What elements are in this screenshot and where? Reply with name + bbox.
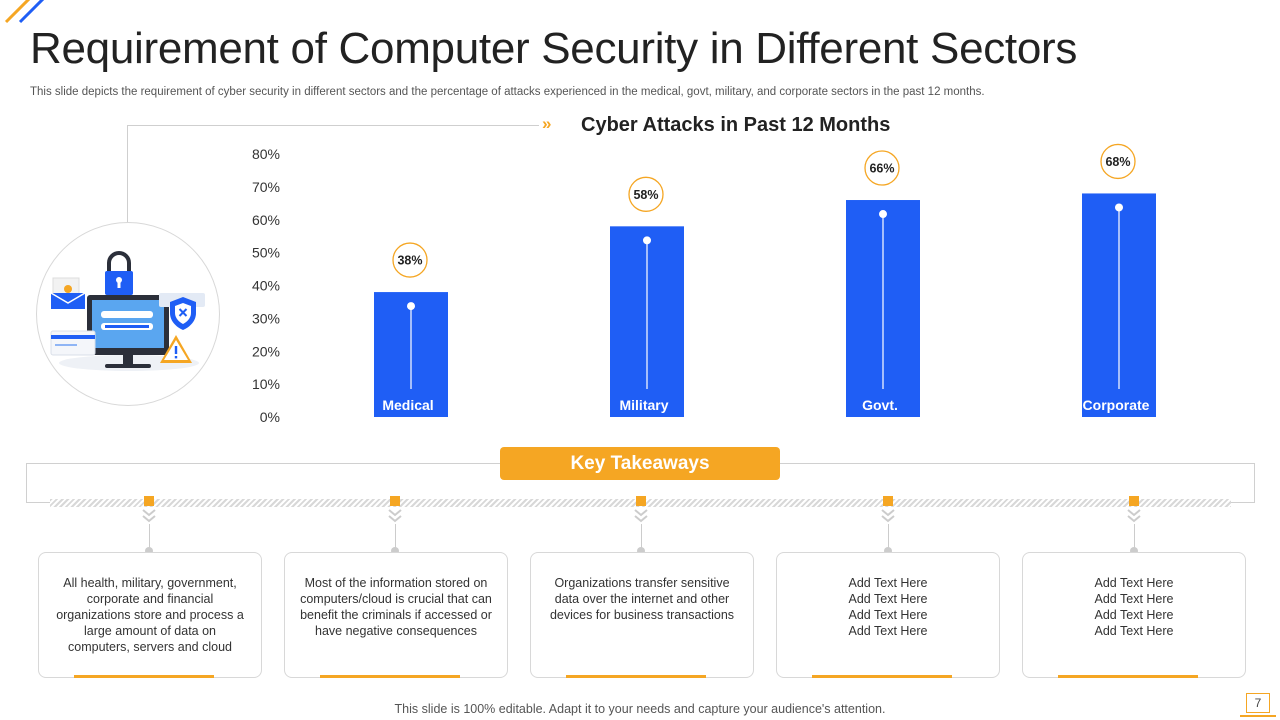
takeaway-dot	[391, 547, 399, 555]
takeaway-node	[390, 496, 400, 506]
data-label-bubble	[392, 242, 428, 278]
category-label: Medical	[382, 397, 433, 413]
takeaway-connector	[395, 524, 396, 548]
data-label: 68%	[1105, 155, 1130, 169]
takeaway-connector	[149, 524, 150, 548]
takeaway-card-accent	[1058, 675, 1198, 678]
bar-indicator-dot	[1115, 203, 1123, 212]
takeaway-card: Organizations transfer sensitive data ov…	[530, 552, 754, 678]
y-tick-label: 20%	[252, 343, 280, 359]
data-label: 58%	[633, 188, 658, 202]
connector-line-vertical	[127, 125, 128, 223]
takeaway-card-accent	[812, 675, 952, 678]
takeaway-card: Most of the information stored on comput…	[284, 552, 508, 678]
email-icon	[50, 277, 86, 309]
shield-x-icon	[170, 297, 196, 330]
page-title: Requirement of Computer Security in Diff…	[30, 24, 1078, 73]
takeaway-node	[636, 496, 646, 506]
y-tick-label: 50%	[252, 245, 280, 261]
chevron-down-icon	[1127, 509, 1141, 523]
chevron-down-icon	[634, 509, 648, 523]
category-label: Govt.	[862, 397, 898, 413]
takeaway-dot	[145, 547, 153, 555]
takeaway-card: Add Text Here Add Text Here Add Text Her…	[1022, 552, 1246, 678]
bar-indicator-dot	[407, 302, 415, 311]
takeaway-card-accent	[74, 675, 214, 678]
bar-chart: 0% 10% 20% 30% 40% 50% 60% 70% 80% Medical 38% Mili…	[252, 143, 1156, 425]
category-label: Military	[619, 397, 668, 413]
warning-icon	[160, 335, 192, 363]
takeaway-text: Organizations transfer sensitive data ov…	[549, 576, 735, 622]
y-tick-label: 40%	[252, 278, 280, 294]
takeaway-connector	[641, 524, 642, 548]
bar-indicator-dot	[643, 236, 651, 245]
takeaway-node	[883, 496, 893, 506]
takeaway-dot	[1130, 547, 1138, 555]
chevron-down-icon	[142, 509, 156, 523]
chart-title: Cyber Attacks in Past 12 Months	[581, 114, 891, 136]
corner-stripes	[4, 0, 45, 24]
monitor-icon	[87, 295, 169, 368]
data-label-bubble	[1100, 143, 1136, 180]
data-label: 66%	[869, 162, 894, 176]
takeaway-card-accent	[566, 675, 706, 678]
chevrons-right-icon: »	[542, 114, 552, 133]
takeaway-dot	[637, 547, 645, 555]
chevron-down-icon	[881, 509, 895, 523]
takeaway-text: Add Text Here Add Text Here Add Text Her…	[1094, 576, 1174, 638]
bar-indicator-dot	[879, 210, 887, 219]
takeaway-connector	[888, 524, 889, 548]
takeaway-dot	[884, 547, 892, 555]
takeaway-text: All health, military, government, corpor…	[56, 576, 244, 654]
takeaway-text: Add Text Here Add Text Here Add Text Her…	[848, 576, 928, 638]
takeaway-card: All health, military, government, corpor…	[38, 552, 262, 678]
page-subtitle: This slide depicts the requirement of cy…	[30, 86, 985, 98]
y-tick-label: 0%	[260, 409, 280, 425]
y-tick-label: 10%	[252, 376, 280, 392]
chevron-down-icon	[388, 509, 402, 523]
data-label-bubble	[864, 150, 900, 186]
footer-note: This slide is 100% editable. Adapt it to…	[394, 702, 886, 716]
padlock-icon	[105, 251, 133, 295]
takeaway-card-accent	[320, 675, 460, 678]
takeaway-node	[144, 496, 154, 506]
takeaways-header: Key Takeaways	[500, 447, 780, 480]
takeaway-connector	[1134, 524, 1135, 548]
takeaway-text: Most of the information stored on comput…	[300, 576, 492, 638]
connector-line-horizontal	[127, 125, 539, 126]
y-tick-label: 60%	[252, 212, 280, 228]
data-label: 38%	[397, 254, 422, 268]
page-number-underline	[1240, 715, 1276, 717]
takeaway-card: Add Text Here Add Text Here Add Text Her…	[776, 552, 1000, 678]
page-number: 7	[1246, 693, 1270, 713]
security-illustration-icon	[36, 222, 220, 406]
category-label: Corporate	[1083, 397, 1150, 413]
takeaway-node	[1129, 496, 1139, 506]
data-label-bubble	[628, 176, 664, 212]
y-tick-label: 80%	[252, 146, 280, 162]
y-tick-label: 70%	[252, 179, 280, 195]
y-tick-label: 30%	[252, 310, 280, 326]
